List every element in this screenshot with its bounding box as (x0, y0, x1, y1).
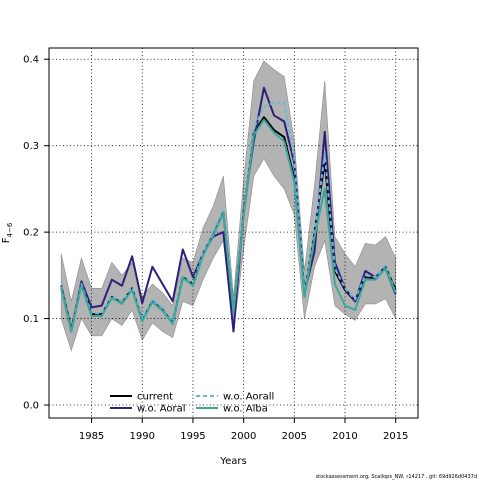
y-tick-label: 0.4 (23, 55, 39, 66)
y-tick-label: 0.1 (23, 314, 39, 325)
x-tick-label: 2000 (231, 431, 256, 442)
legend-label-2: w.o. Aorall (223, 392, 274, 403)
y-axis-title-subscript: 4−6 (6, 222, 14, 237)
x-tick-label: 2005 (282, 431, 307, 442)
confidence-band-layer (60, 60, 396, 352)
legend-label-0: current (137, 392, 173, 403)
series-line-1 (60, 86, 397, 333)
y-axis: 0.0 0.1 0.2 0.3 0.4 (23, 55, 49, 412)
series-layer (60, 86, 397, 333)
x-tick-label: 1995 (180, 431, 205, 442)
y-axis-title: F4−6 (1, 222, 14, 243)
y-axis-title-main: F (1, 237, 12, 243)
y-tick-label: 0.2 (23, 228, 39, 239)
legend-label-1: w.o. Aoral (137, 404, 186, 415)
x-axis-title: Years (219, 456, 246, 467)
plot-frame (48, 47, 419, 419)
x-tick-label: 1985 (79, 431, 104, 442)
x-axis: 1985 1990 1995 2000 2005 2010 2015 (79, 418, 408, 442)
legend-label-3: w.o. Alba (223, 404, 268, 415)
footer-note: stockassessment.org, Scallops_NW, r14217… (316, 474, 477, 480)
x-tick-label: 2010 (332, 431, 357, 442)
x-tick-label: 1990 (130, 431, 155, 442)
confidence-band (60, 60, 396, 352)
series-line-3 (60, 118, 397, 333)
y-tick-label: 0.3 (23, 141, 39, 152)
x-tick-label: 2015 (383, 431, 408, 442)
grid-layer (49, 48, 418, 418)
y-tick-label: 0.0 (23, 401, 39, 412)
